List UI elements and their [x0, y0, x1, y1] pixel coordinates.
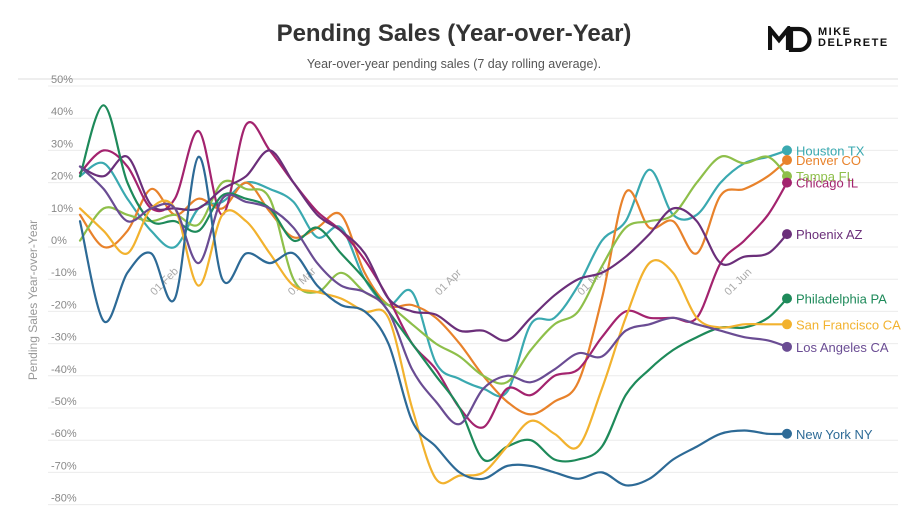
end-point-phoenix-az: [782, 229, 792, 240]
logo-line-1: MIKE: [818, 26, 852, 38]
series-line-phoenix-az: [78, 149, 789, 342]
y-tick-label: 20%: [51, 171, 73, 183]
end-label-tampa-fl: Tampa FL: [796, 169, 854, 184]
end-label-new-york-ny: New York NY: [796, 427, 873, 442]
end-point-chicago-il: [782, 177, 792, 188]
end-label-philadelphia-pa: Philadelphia PA: [796, 292, 887, 307]
end-point-houston-tx: [782, 145, 792, 156]
series-line-san-francisco-ca: [78, 199, 789, 485]
x-tick-label: 01 Apr: [433, 267, 464, 298]
y-tick-label: -60%: [51, 428, 77, 440]
y-axis-label: Pending Sales Year-over-Year: [26, 220, 40, 380]
y-tick-label: -10%: [51, 267, 77, 279]
series-line-los-angeles-ca: [78, 165, 789, 426]
series-line-chicago-il: [78, 121, 789, 429]
brand-logo: MIKE DELPRETE: [767, 23, 893, 53]
logo-mark-icon: [767, 23, 812, 53]
logo-line-2: DELPRETE: [818, 37, 889, 49]
y-tick-label: 30%: [51, 138, 73, 150]
x-tick-label: 01 Jun: [722, 266, 754, 298]
end-label-houston-tx: Houston TX: [796, 143, 865, 158]
series-line-houston-tx: [78, 149, 789, 398]
end-label-denver-co: Denver CO: [796, 153, 861, 168]
y-tick-label: -70%: [51, 460, 77, 472]
y-tick-label: 40%: [51, 106, 73, 118]
y-tick-label: -40%: [51, 364, 77, 376]
y-tick-label: -30%: [51, 332, 77, 344]
end-point-los-angeles-ca: [782, 341, 792, 352]
y-tick-label: 0%: [51, 235, 67, 247]
end-label-chicago-il: Chicago IL: [796, 176, 858, 191]
chart-title: Pending Sales (Year-over-Year): [276, 20, 632, 47]
end-point-san-francisco-ca: [782, 319, 792, 330]
y-tick-label: 10%: [51, 203, 73, 215]
series-line-tampa-fl: [78, 155, 789, 385]
end-point-denver-co: [782, 155, 792, 166]
y-tick-label: 50%: [51, 74, 73, 86]
logo-text: MIKE DELPRETE: [818, 27, 889, 49]
end-label-san-francisco-ca: San Francisco CA: [796, 317, 901, 332]
series-line-philadelphia-pa: [78, 104, 789, 463]
chart-subtitle: Year-over-year pending sales (7 day roll…: [306, 57, 602, 71]
end-label-los-angeles-ca: Los Angeles CA: [796, 340, 889, 355]
series-line-denver-co: [78, 159, 789, 416]
end-point-philadelphia-pa: [782, 293, 792, 304]
series-line-new-york-ny: [78, 155, 789, 487]
y-tick-label: -80%: [51, 493, 77, 505]
y-tick-label: -50%: [51, 396, 77, 408]
end-label-phoenix-az: Phoenix AZ: [796, 227, 863, 242]
y-tick-label: -20%: [51, 299, 77, 311]
end-point-new-york-ny: [782, 428, 792, 439]
